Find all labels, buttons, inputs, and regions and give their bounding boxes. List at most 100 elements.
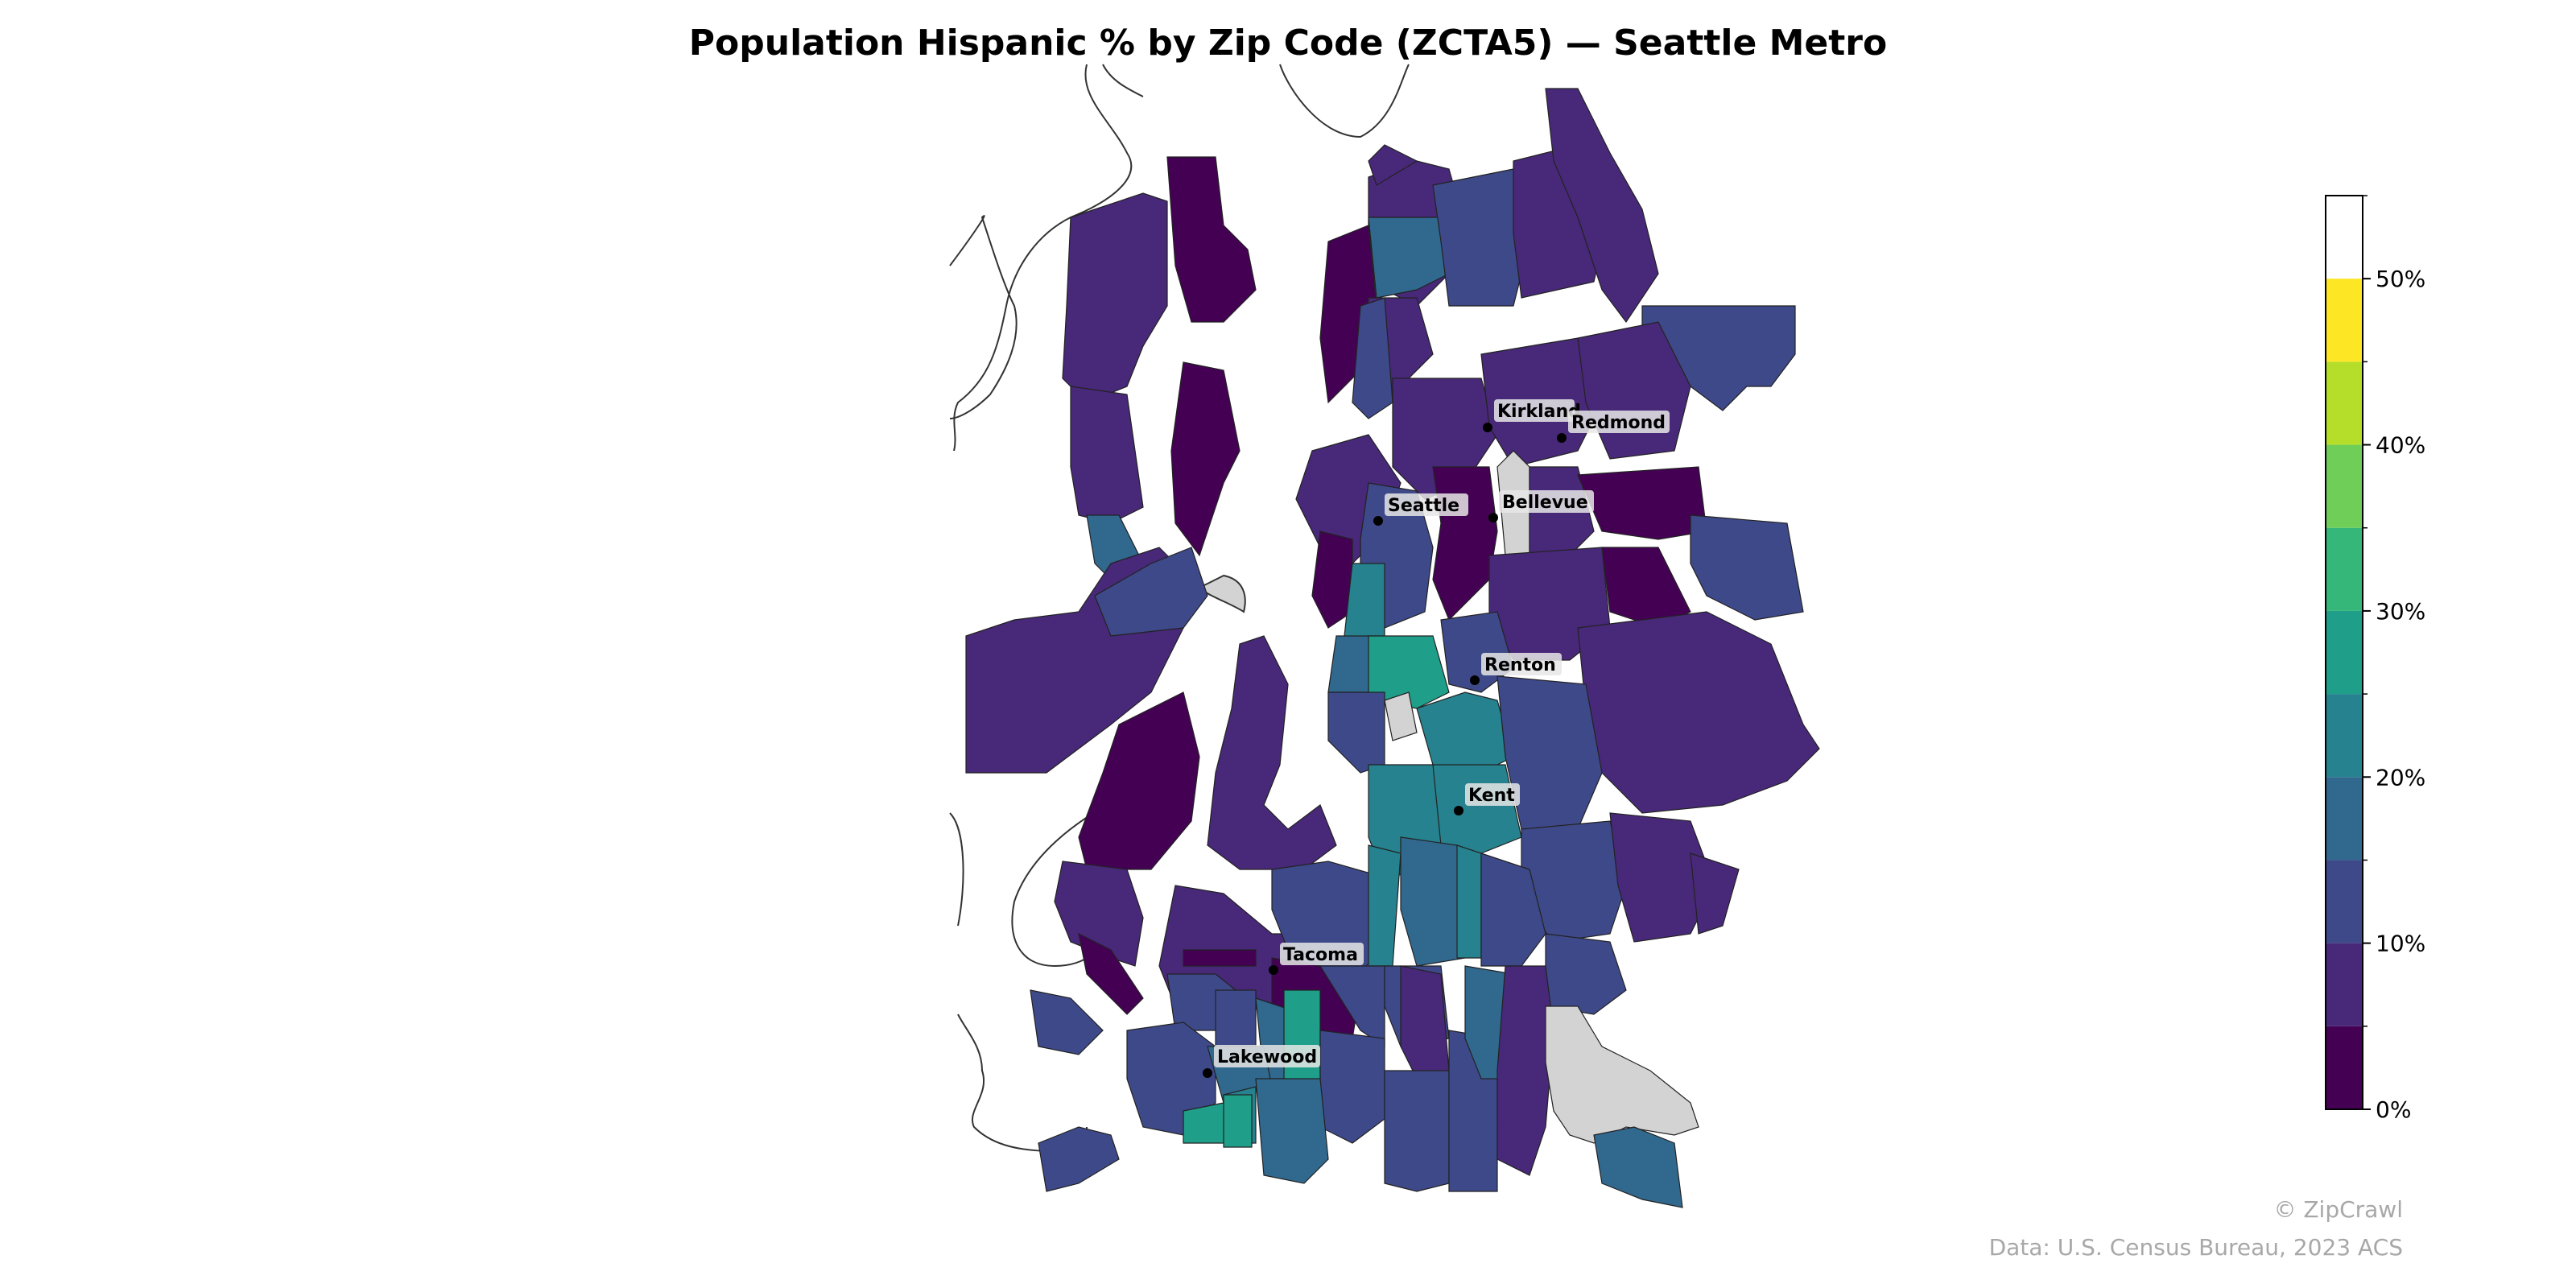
city-label-bg xyxy=(1465,783,1520,806)
zcta-region xyxy=(1577,611,1820,814)
colorbar-ticks: 0% 10% 20% 30% 40% 50% xyxy=(2363,195,2425,1123)
zcta-region xyxy=(1170,361,1241,557)
colorbar: 0% 10% 20% 30% 40% 50% xyxy=(2325,195,2425,1123)
zcta-region xyxy=(1416,691,1514,774)
city-label-bg xyxy=(1214,1045,1320,1067)
zcta-region xyxy=(1545,933,1627,1015)
city-label-bg xyxy=(1494,399,1575,422)
zcta-region xyxy=(1030,989,1104,1055)
zcta-region xyxy=(1078,932,1144,1015)
colorbar-bin xyxy=(2326,943,2363,1026)
no-data-region xyxy=(1545,1005,1699,1144)
city-marker-renton: Renton xyxy=(1470,653,1562,685)
city-label-bg xyxy=(1499,490,1594,513)
city-label-bg xyxy=(1280,943,1364,965)
zcta-region xyxy=(1352,297,1393,419)
zcta-region xyxy=(1400,836,1466,967)
zcta-region xyxy=(1609,812,1715,943)
city-markers: Kirkland Redmond Seattle Bellevue Renton… xyxy=(1203,399,1670,1078)
colorbar-bin xyxy=(2326,694,2363,778)
zcta-region xyxy=(1319,1030,1385,1144)
city-dot xyxy=(1454,806,1463,815)
colorbar-tick-label: 50% xyxy=(2376,266,2425,292)
source-text: Data: U.S. Census Bureau, 2023 ACS xyxy=(1988,1234,2403,1261)
city-label-renton: Renton xyxy=(1484,655,1556,675)
city-label-redmond: Redmond xyxy=(1571,413,1666,433)
city-dot xyxy=(1557,433,1567,443)
zcta-region xyxy=(1432,466,1498,621)
city-marker-lakewood: Lakewood xyxy=(1203,1045,1320,1078)
zcta-region xyxy=(1327,691,1385,774)
city-label-kirkland: Kirkland xyxy=(1497,402,1581,422)
zcta-region xyxy=(1094,547,1208,637)
city-marker-redmond: Redmond xyxy=(1557,411,1670,443)
city-label-bg xyxy=(1568,411,1670,433)
colorbar-bins xyxy=(2326,279,2363,1109)
zcta-region xyxy=(1368,217,1450,299)
city-label-bg xyxy=(1481,653,1562,675)
zcta-region xyxy=(1456,844,1482,959)
zcta-region xyxy=(1593,1126,1683,1208)
colorbar-tick-label: 0% xyxy=(2376,1096,2411,1123)
city-dot xyxy=(1373,516,1383,526)
colorbar-bin xyxy=(2326,527,2363,611)
city-dot xyxy=(1488,513,1498,522)
zcta-region xyxy=(1690,514,1804,621)
city-label-kent: Kent xyxy=(1468,786,1515,806)
zcta-region xyxy=(1062,192,1168,403)
zcta-region xyxy=(1070,386,1144,524)
colorbar-bin xyxy=(2326,860,2363,943)
zcta-region xyxy=(1255,1078,1329,1184)
copyright-text: © ZipCrawl xyxy=(2273,1196,2403,1223)
colorbar-frame xyxy=(2325,195,2363,1110)
zcta-region xyxy=(1054,861,1144,967)
colorbar-bin xyxy=(2326,777,2363,861)
zcta-region xyxy=(1183,949,1257,967)
city-label-tacoma: Tacoma xyxy=(1283,945,1358,965)
zcta-region xyxy=(1368,844,1402,967)
zcta-region xyxy=(1368,635,1450,709)
zcta-region xyxy=(1384,1070,1450,1192)
city-marker-tacoma: Tacoma xyxy=(1269,943,1364,975)
city-dot xyxy=(1269,965,1278,975)
colorbar-tick-label: 20% xyxy=(2376,764,2425,791)
city-label-bellevue: Bellevue xyxy=(1502,493,1588,513)
city-label-seattle: Seattle xyxy=(1388,496,1459,516)
zcta-region xyxy=(1078,691,1200,870)
zcta-region xyxy=(1038,1126,1120,1192)
colorbar-tick-label: 30% xyxy=(2376,598,2425,625)
zcta-region xyxy=(1432,764,1522,854)
zcta-region xyxy=(1496,965,1554,1176)
zcta-region xyxy=(1400,965,1450,1080)
zcta-region xyxy=(1223,1094,1253,1148)
city-marker-seattle: Seattle xyxy=(1373,493,1468,526)
zcta-region xyxy=(1166,156,1257,323)
colorbar-bin xyxy=(2326,1026,2363,1109)
zcta-regions xyxy=(965,88,1820,1208)
colorbar-bin xyxy=(2326,610,2363,695)
city-label-lakewood: Lakewood xyxy=(1217,1047,1317,1067)
zcta-region xyxy=(1368,144,1418,186)
zcta-region xyxy=(1545,88,1659,324)
city-label-bg xyxy=(1385,493,1468,516)
colorbar-bin xyxy=(2326,444,2363,528)
city-dot xyxy=(1203,1068,1212,1078)
zcta-region xyxy=(1577,466,1707,540)
city-dot xyxy=(1483,423,1492,432)
colorbar-tick-label: 10% xyxy=(2376,931,2425,957)
zcta-region xyxy=(1215,989,1257,1047)
zcta-region xyxy=(1311,530,1353,629)
city-dot xyxy=(1470,675,1480,685)
zcta-region xyxy=(1207,635,1337,870)
city-marker-kent: Kent xyxy=(1454,783,1520,815)
city-marker-bellevue: Bellevue xyxy=(1488,490,1594,522)
colorbar-bin xyxy=(2326,279,2363,362)
city-marker-kirkland: Kirkland xyxy=(1483,399,1581,432)
colorbar-tick-label: 40% xyxy=(2376,432,2425,459)
zcta-region xyxy=(1480,852,1546,967)
no-data-region xyxy=(1384,691,1418,741)
map-title: Population Hispanic % by Zip Code (ZCTA5… xyxy=(688,23,1888,64)
zcta-region xyxy=(1690,852,1740,935)
colorbar-bin xyxy=(2326,361,2363,445)
